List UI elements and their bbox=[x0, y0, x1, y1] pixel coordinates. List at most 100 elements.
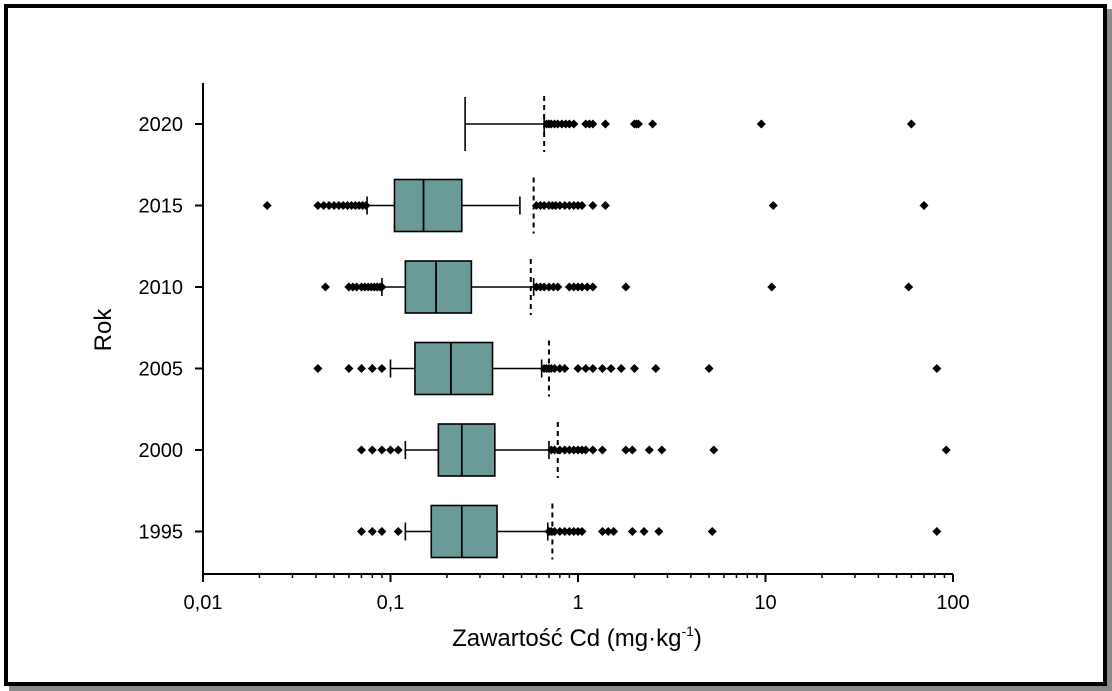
outlier-point bbox=[932, 364, 942, 373]
outlier-point bbox=[377, 282, 387, 292]
outlier-point bbox=[393, 527, 403, 536]
outlier-point bbox=[573, 364, 583, 373]
outlier-point bbox=[906, 119, 916, 129]
outlier-point bbox=[539, 282, 549, 292]
box-group-2015 bbox=[262, 177, 929, 234]
outlier-point bbox=[588, 201, 598, 210]
box-iqr bbox=[393, 178, 463, 233]
outlier-point bbox=[932, 527, 942, 536]
outlier-point bbox=[367, 445, 377, 455]
outlier-point bbox=[621, 445, 631, 455]
outlier-point bbox=[756, 119, 766, 129]
outlier-point bbox=[356, 527, 366, 536]
outlier-point bbox=[603, 527, 613, 536]
outlier-point bbox=[560, 364, 570, 373]
outlier-point bbox=[768, 201, 778, 210]
outlier-point bbox=[588, 364, 598, 373]
outlier-point bbox=[560, 527, 570, 536]
outlier-point bbox=[377, 364, 387, 373]
box-group-1995 bbox=[356, 503, 942, 560]
outlier-point bbox=[609, 527, 619, 536]
x-axis-title: Zawartość Cd (mg·kg-1) bbox=[452, 623, 702, 652]
outlier-point bbox=[577, 527, 587, 536]
y-tick-label: 2010 bbox=[139, 277, 184, 299]
outlier-point bbox=[707, 527, 717, 536]
outlier-point bbox=[581, 364, 591, 373]
outlier-point bbox=[329, 201, 339, 210]
outlier-point bbox=[606, 364, 616, 373]
y-tick-label: 2000 bbox=[139, 440, 184, 462]
chart-frame bbox=[4, 4, 1107, 686]
outlier-point bbox=[319, 201, 329, 210]
outlier-point bbox=[550, 445, 560, 455]
outlier-point bbox=[544, 282, 554, 292]
outlier-point bbox=[393, 445, 403, 455]
outlier-point bbox=[627, 445, 637, 455]
outlier-point bbox=[582, 282, 592, 292]
box-iqr bbox=[437, 423, 496, 477]
outlier-point bbox=[904, 282, 914, 292]
x-tick-label: 1 bbox=[572, 592, 583, 614]
outlier-point bbox=[550, 527, 560, 536]
outlier-point bbox=[386, 445, 395, 455]
outlier-point bbox=[633, 119, 643, 129]
outlier-point bbox=[651, 364, 661, 373]
outlier-point bbox=[577, 201, 587, 210]
x-tick-label: 0,01 bbox=[184, 592, 223, 614]
outlier-point bbox=[344, 364, 354, 373]
box-iqr bbox=[404, 260, 473, 314]
outlier-point bbox=[657, 445, 667, 455]
box-iqr bbox=[430, 504, 498, 559]
outlier-point bbox=[616, 364, 626, 373]
outlier-point bbox=[597, 364, 607, 373]
outlier-point bbox=[709, 445, 719, 455]
outlier-point bbox=[377, 445, 387, 455]
outlier-point bbox=[324, 201, 334, 210]
outlier-point bbox=[767, 282, 777, 292]
marks bbox=[262, 96, 951, 560]
outlier-point bbox=[597, 445, 607, 455]
outlier-point bbox=[356, 364, 366, 373]
outlier-point bbox=[262, 201, 272, 210]
outlier-point bbox=[588, 445, 598, 455]
x-axis-title-main: Zawartość Cd (mg·kg bbox=[452, 625, 681, 652]
outlier-point bbox=[367, 527, 377, 536]
outlier-point bbox=[569, 119, 579, 129]
y-tick-label: 2005 bbox=[139, 359, 184, 381]
outlier-point bbox=[320, 282, 330, 292]
outlier-point bbox=[581, 445, 591, 455]
outlier-point bbox=[352, 282, 362, 292]
outlier-point bbox=[377, 527, 387, 536]
y-axis-title: Rok bbox=[90, 308, 117, 352]
outlier-point bbox=[555, 364, 565, 373]
x-tick-label: 100 bbox=[936, 592, 969, 614]
outlier-point bbox=[313, 364, 323, 373]
outlier-point bbox=[555, 527, 565, 536]
outlier-point bbox=[629, 364, 639, 373]
y-tick-label: 1995 bbox=[139, 522, 184, 544]
outlier-point bbox=[553, 282, 563, 292]
outlier-point bbox=[539, 201, 549, 210]
outlier-point bbox=[550, 364, 560, 373]
outlier-point bbox=[577, 282, 587, 292]
outlier-point bbox=[941, 445, 951, 455]
box-group-2005 bbox=[313, 340, 942, 397]
outlier-point bbox=[654, 527, 664, 536]
outlier-point bbox=[555, 201, 565, 210]
axes: 0,01 0,1 1 10 100 2020 2015 2010 2005 2000 1995 bbox=[139, 83, 970, 614]
x-tick-label: 0,1 bbox=[377, 592, 405, 614]
box-iqr bbox=[414, 341, 494, 396]
y-tick-label: 2020 bbox=[139, 114, 184, 136]
outlier-point bbox=[639, 527, 649, 536]
outlier-point bbox=[367, 364, 377, 373]
x-axis-title-superscript: -1 bbox=[681, 623, 694, 639]
outlier-point bbox=[560, 445, 570, 455]
y-tick-label: 2015 bbox=[139, 196, 184, 218]
outlier-point bbox=[704, 364, 714, 373]
box-group-2000 bbox=[356, 422, 951, 478]
outlier-point bbox=[600, 119, 610, 129]
outlier-point bbox=[361, 201, 371, 210]
box-group-2020 bbox=[464, 96, 916, 152]
outlier-point bbox=[313, 201, 323, 210]
